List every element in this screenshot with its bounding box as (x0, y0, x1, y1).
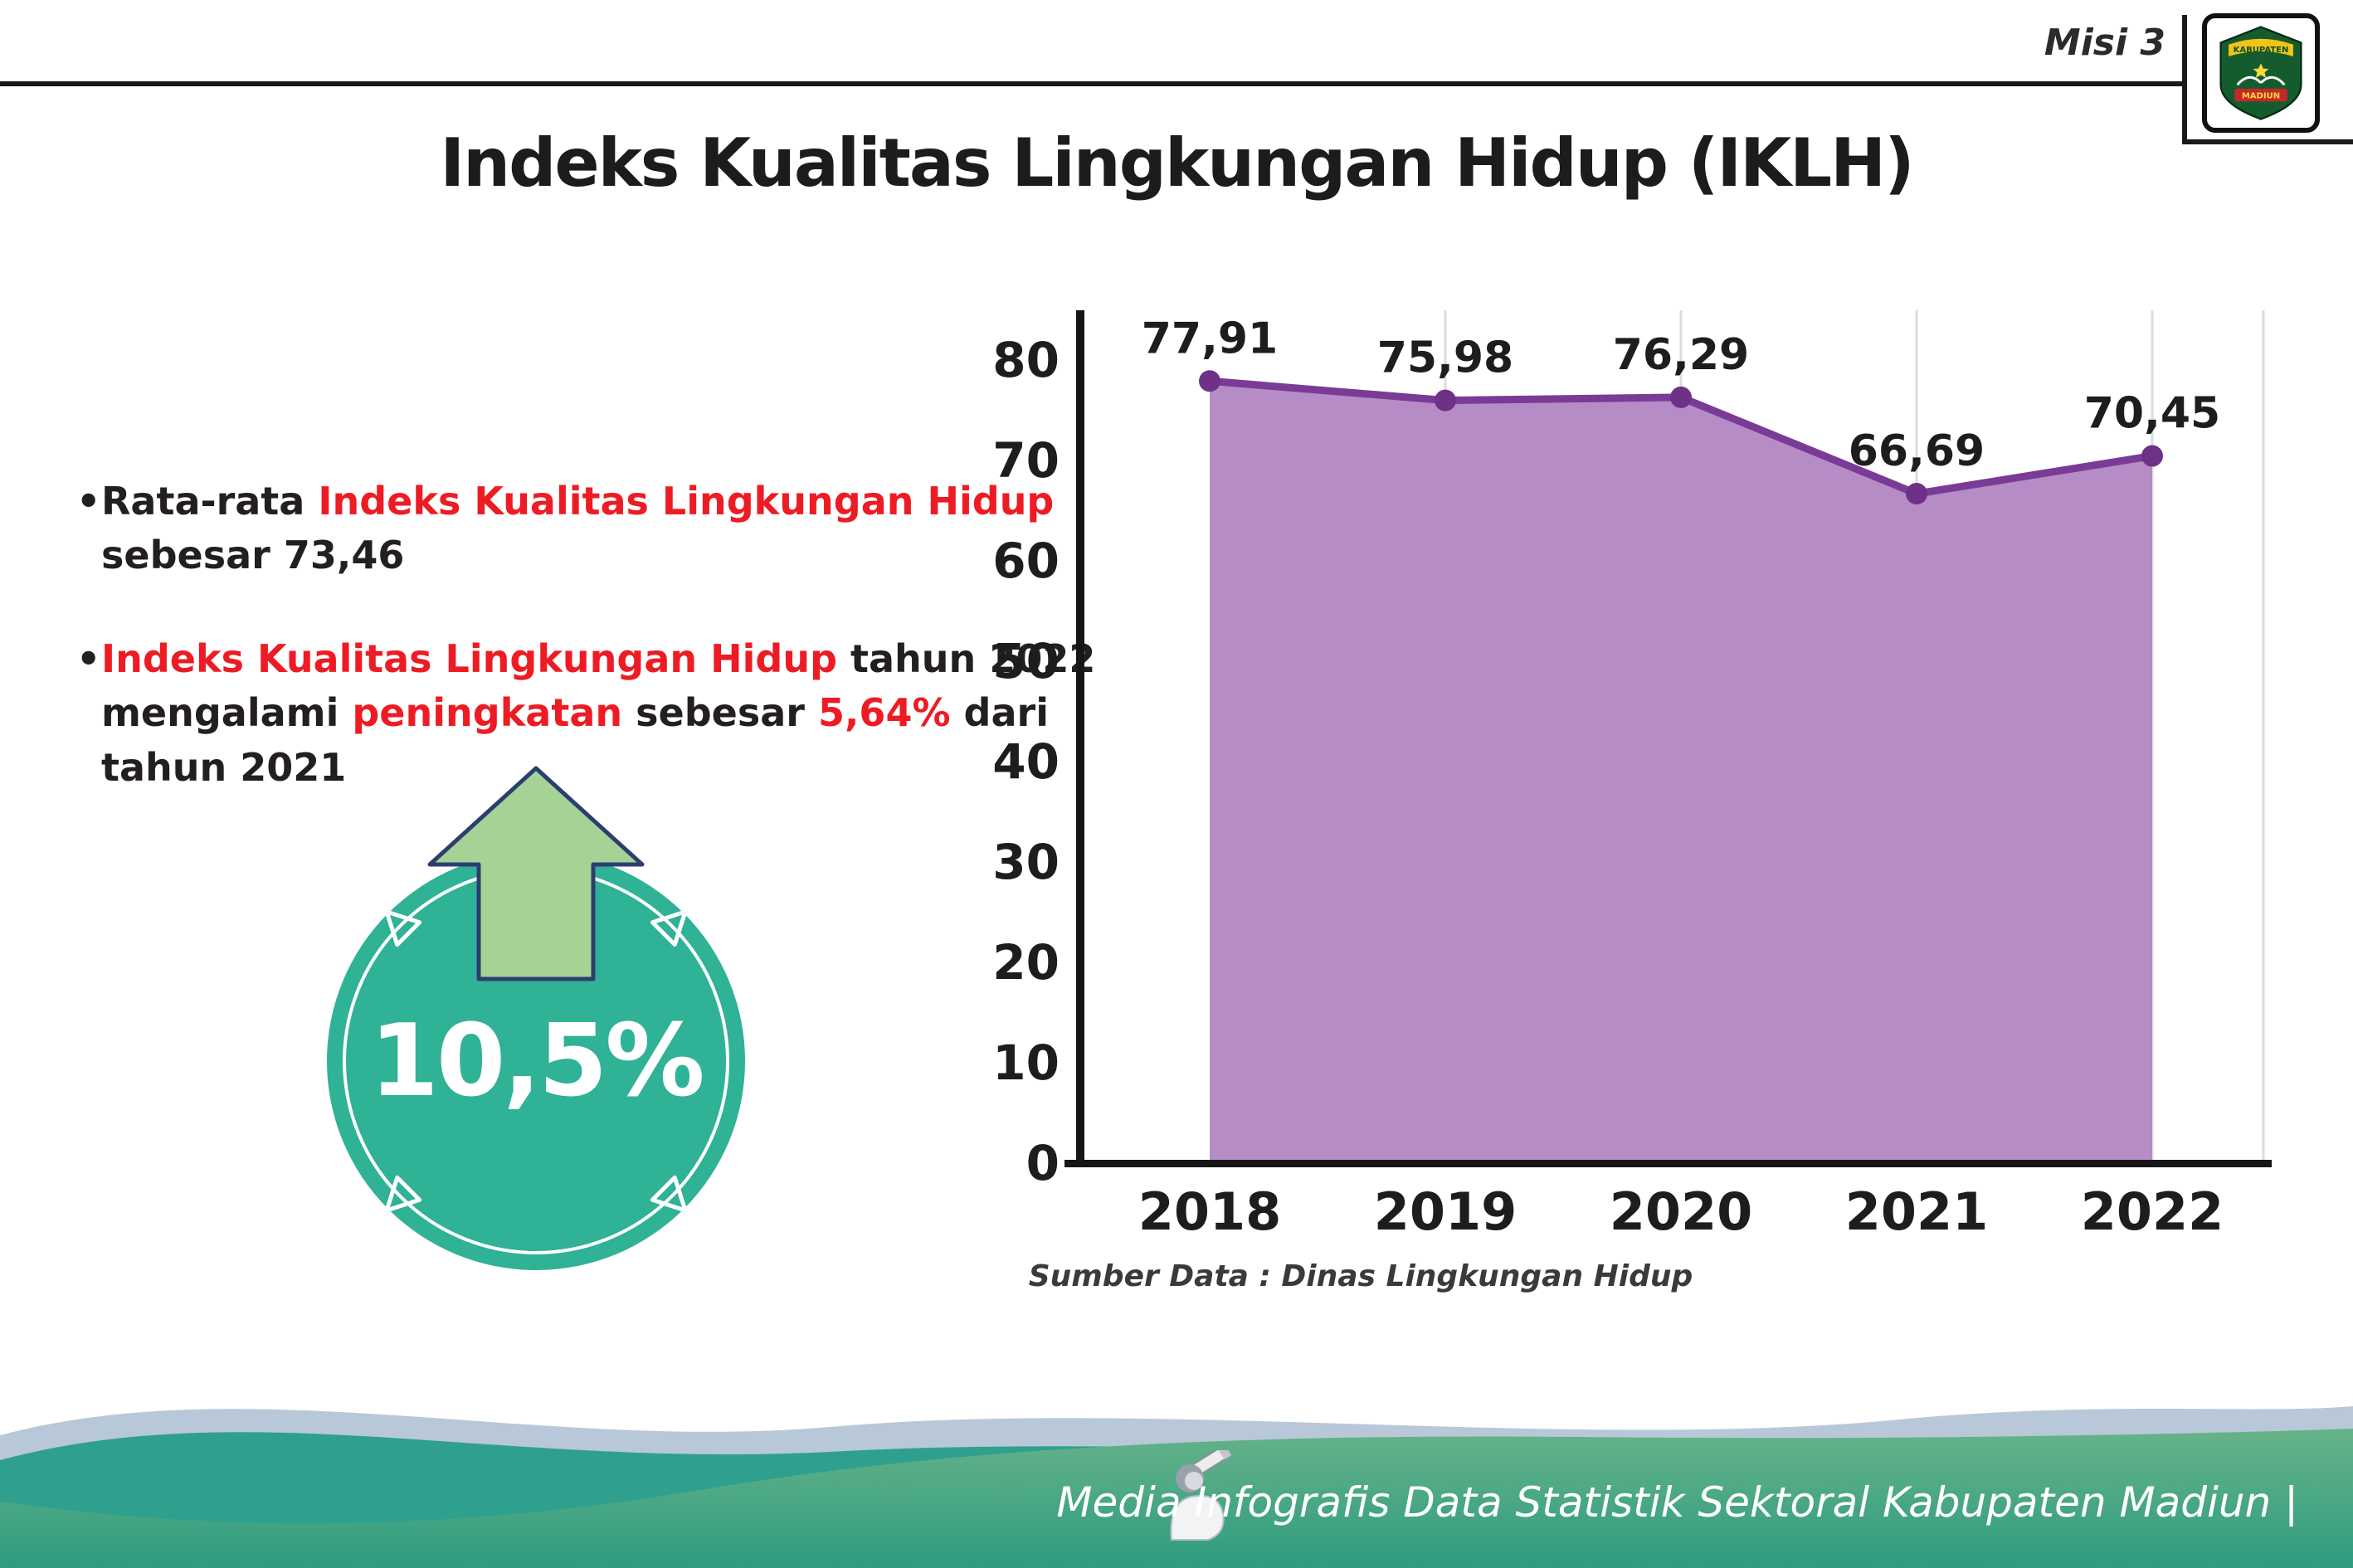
svg-text:2020: 2020 (1610, 1181, 1753, 1242)
logo-frame-horizontal-line (2182, 139, 2353, 144)
svg-text:76,29: 76,29 (1613, 330, 1749, 380)
bullet-average-iklh: • Rata-rata Indeks Kualitas Lingkungan H… (76, 475, 1163, 583)
mascot-writer-icon (1170, 1450, 1232, 1541)
triangle-icon (384, 1175, 422, 1213)
triangle-icon (384, 909, 422, 947)
header-rule (0, 81, 2184, 86)
misi-label: Misi 3 (2044, 22, 2165, 64)
page-title: Indeks Kualitas Lingkungan Hidup (IKLH) (440, 124, 1914, 202)
svg-text:60: 60 (992, 533, 1060, 589)
svg-text:50: 50 (992, 633, 1060, 689)
logo-frame-vertical-line (2182, 15, 2187, 144)
logo-top-text: KABUPATEN (2234, 46, 2289, 55)
kabupaten-madiun-crest-icon: KABUPATEN MADIUN (2219, 26, 2302, 120)
svg-text:0: 0 (1026, 1135, 1060, 1191)
svg-text:2019: 2019 (1374, 1181, 1518, 1242)
svg-text:66,69: 66,69 (1849, 426, 1985, 476)
increase-percentage-value: 10,5% (369, 1003, 704, 1119)
svg-text:40: 40 (992, 733, 1060, 790)
logo-bottom-text: MADIUN (2242, 92, 2280, 101)
svg-text:70: 70 (992, 432, 1060, 489)
svg-text:75,98: 75,98 (1377, 334, 1513, 383)
logo-star-icon (2253, 63, 2269, 78)
footer-waves-decoration (0, 1406, 2353, 1568)
iklh-area-chart: 77,91 75,98 76,29 66,69 70,45 0 10 20 30 40 50 60 70… (992, 310, 2272, 1242)
bullet-marker: • (76, 479, 101, 523)
bullet-marker: • (76, 636, 101, 681)
svg-text:70,45: 70,45 (2084, 389, 2220, 439)
kabupaten-madiun-logo: KABUPATEN MADIUN (2202, 13, 2320, 133)
svg-text:2021: 2021 (1845, 1181, 1989, 1242)
bullet-increase-2022: • Indeks Kualitas Lingkungan Hidup tahun… (76, 632, 1163, 795)
triangle-icon (650, 909, 688, 947)
svg-text:10: 10 (992, 1035, 1060, 1091)
bullet-increase-2022-text: Indeks Kualitas Lingkungan Hidup tahun 2… (101, 636, 1096, 790)
up-arrow-icon (427, 766, 645, 981)
svg-text:77,91: 77,91 (1142, 314, 1278, 363)
footer-caption: Media Infografis Data Statistik Sektoral… (1056, 1478, 2298, 1527)
svg-text:2022: 2022 (2081, 1181, 2224, 1242)
svg-text:2018: 2018 (1138, 1181, 1282, 1242)
svg-text:80: 80 (992, 332, 1060, 388)
bullet-average-iklh-text: Rata-rata Indeks Kualitas Lingkungan Hid… (101, 479, 1055, 578)
triangle-icon (650, 1175, 688, 1213)
svg-text:20: 20 (992, 934, 1060, 991)
svg-text:30: 30 (992, 834, 1060, 890)
chart-source-caption: Sumber Data : Dinas Lingkungan Hidup (1028, 1259, 1693, 1293)
